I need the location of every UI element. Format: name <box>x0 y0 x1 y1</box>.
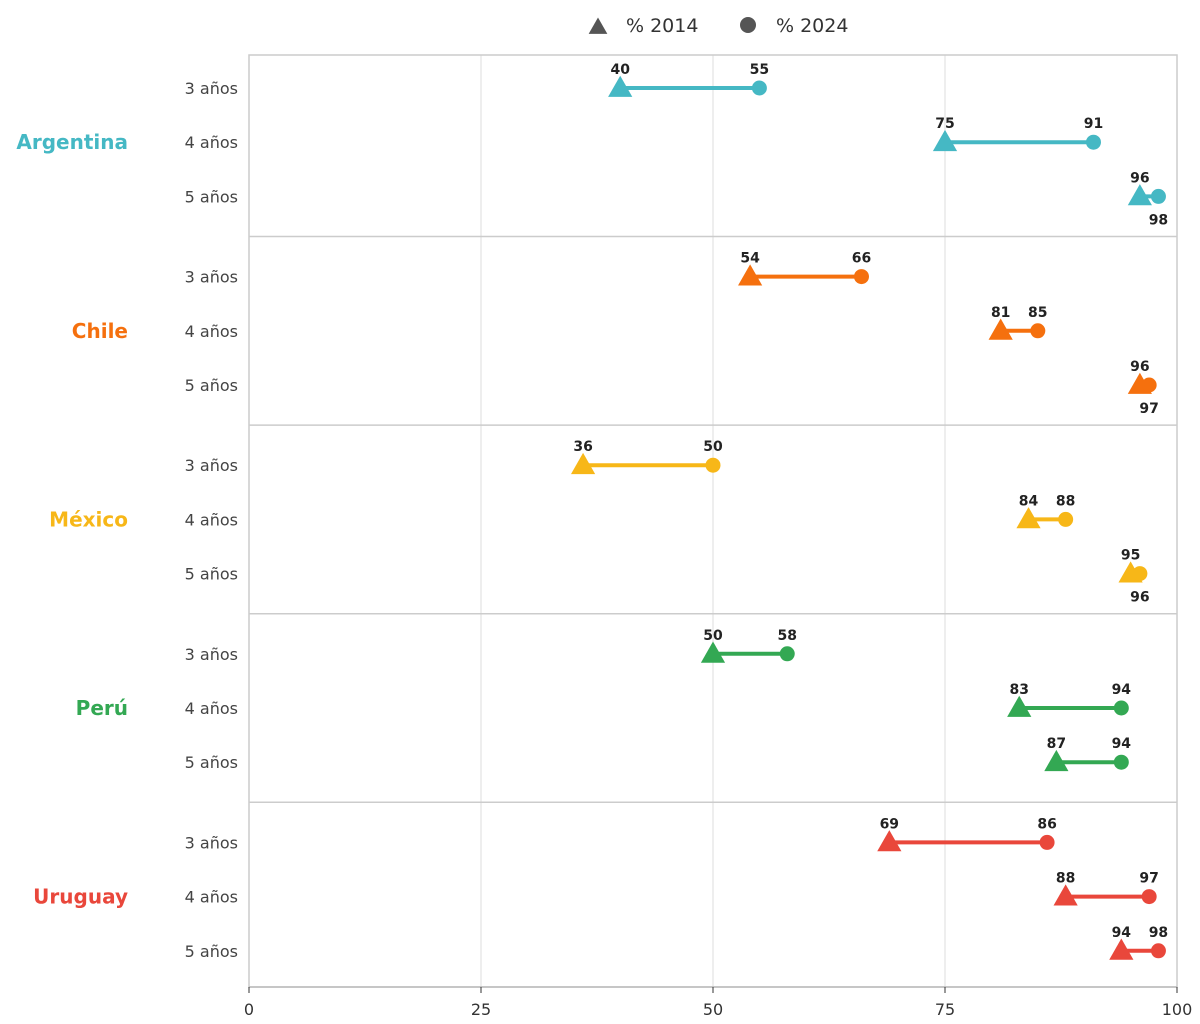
legend-label: % 2024 <box>776 15 848 37</box>
age-label: 5 años <box>185 565 238 584</box>
country-label: Chile <box>72 319 128 343</box>
age-label: 5 años <box>185 376 238 395</box>
value-label-2014: 88 <box>1056 871 1075 887</box>
value-label-2014: 50 <box>703 628 723 644</box>
marker-2024 <box>1141 377 1157 393</box>
age-label: 4 años <box>185 888 238 907</box>
legend-label: % 2014 <box>626 15 698 37</box>
marker-2014 <box>1127 184 1152 206</box>
value-label-2014: 75 <box>935 116 954 132</box>
age-label: 3 años <box>185 456 238 475</box>
marker-2014 <box>1109 938 1134 960</box>
value-label-2024: 94 <box>1112 736 1132 752</box>
value-label-2014: 94 <box>1112 925 1132 941</box>
marker-2024 <box>1113 754 1129 770</box>
marker-2024 <box>1030 323 1046 339</box>
country-label: Argentina <box>16 130 128 154</box>
country-label: Perú <box>76 696 128 720</box>
value-label-2014: 96 <box>1130 170 1149 186</box>
value-label-2014: 95 <box>1121 548 1140 564</box>
value-label-2024: 98 <box>1149 212 1168 228</box>
value-label-2024: 85 <box>1028 305 1047 321</box>
value-label-2014: 96 <box>1130 359 1149 375</box>
legend: % 2014 % 2024 <box>588 15 848 37</box>
value-label-2024: 66 <box>852 251 871 267</box>
marker-2014 <box>1016 507 1041 529</box>
value-label-2024: 88 <box>1056 493 1075 509</box>
age-label: 4 años <box>185 699 238 718</box>
marker-2024 <box>1150 188 1166 204</box>
legend-circle-icon <box>740 17 756 33</box>
marker-2014 <box>608 75 633 97</box>
age-label: 5 años <box>185 942 238 961</box>
x-tick-label: 100 <box>1162 1000 1193 1019</box>
marker-2014 <box>1044 749 1069 772</box>
age-label: 3 años <box>185 645 238 664</box>
value-label-2024: 96 <box>1130 590 1149 606</box>
value-label-2014: 40 <box>610 62 630 78</box>
marker-2024 <box>1039 834 1055 850</box>
x-tick-label: 50 <box>703 1000 723 1019</box>
marker-2024 <box>1113 700 1129 716</box>
age-label: 5 años <box>185 187 238 206</box>
marker-2024 <box>751 80 767 96</box>
legend-triangle-icon <box>588 17 608 34</box>
marker-2014 <box>570 452 596 475</box>
age-label: 5 años <box>185 753 238 772</box>
age-label: 4 años <box>185 133 238 152</box>
age-label: 3 años <box>185 268 238 287</box>
value-label-2014: 87 <box>1047 736 1066 752</box>
age-label: 4 años <box>185 510 238 529</box>
value-label-2024: 94 <box>1112 682 1132 698</box>
grid-layer <box>480 55 946 987</box>
marker-2024 <box>1058 511 1074 527</box>
value-label-2014: 69 <box>880 816 899 832</box>
value-label-2024: 50 <box>703 439 723 455</box>
x-tick-label: 0 <box>244 1000 254 1019</box>
marker-2024 <box>779 646 795 662</box>
age-label: 4 años <box>185 322 238 341</box>
x-tick-label: 25 <box>471 1000 491 1019</box>
age-label: 3 años <box>185 79 238 98</box>
value-label-2014: 83 <box>1009 682 1028 698</box>
row-labels: Argentina 3 años 4 años 5 años Chile 3 años 4 … <box>16 79 238 961</box>
marker-2014 <box>1007 695 1032 717</box>
age-label: 3 años <box>185 833 238 852</box>
value-label-2024: 97 <box>1139 401 1158 417</box>
marker-2024 <box>1085 134 1101 150</box>
value-label-2024: 58 <box>777 628 796 644</box>
marker-2024 <box>1141 889 1157 905</box>
marker-2014 <box>877 830 902 852</box>
value-label-2024: 86 <box>1037 816 1056 832</box>
country-label: Uruguay <box>33 885 128 909</box>
country-label: México <box>49 507 128 531</box>
value-label-2014: 54 <box>740 251 760 267</box>
value-label-2024: 98 <box>1149 925 1168 941</box>
value-label-2024: 97 <box>1139 871 1158 887</box>
value-label-2014: 36 <box>573 439 592 455</box>
value-label-2024: 55 <box>750 62 769 78</box>
marker-2014 <box>1053 884 1078 906</box>
marker-2024 <box>853 269 869 285</box>
data-marks: 40 55 75 91 96 98 54 66 81 85 96 97 36 50 84 88 95 96 50 58… <box>570 62 1168 960</box>
value-label-2014: 84 <box>1019 493 1039 509</box>
value-label-2014: 81 <box>991 305 1010 321</box>
marker-2014 <box>700 641 726 663</box>
value-label-2024: 91 <box>1084 116 1103 132</box>
marker-2014 <box>988 318 1013 340</box>
marker-2024 <box>1132 566 1148 582</box>
marker-2014 <box>932 129 958 152</box>
marker-2014 <box>738 264 763 286</box>
x-axis: 0 25 50 75 100 <box>244 987 1192 1019</box>
x-tick-label: 75 <box>935 1000 955 1019</box>
marker-2024 <box>705 457 721 473</box>
marker-2024 <box>1150 943 1166 959</box>
